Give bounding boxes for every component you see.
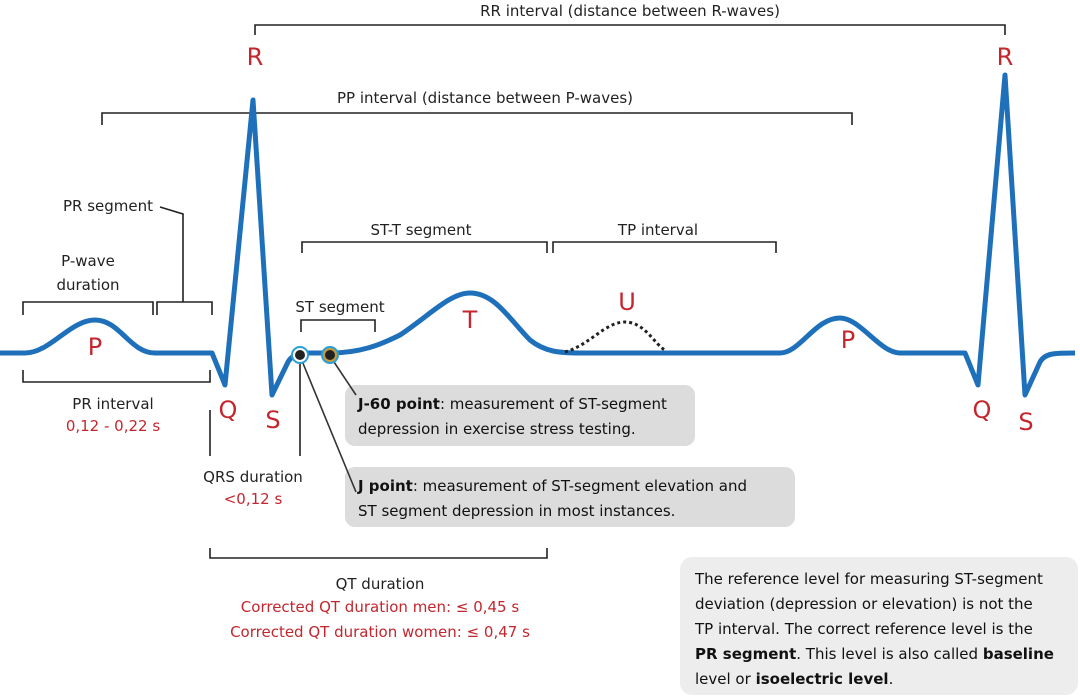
st-segment-label: ST segment xyxy=(295,298,384,316)
brackets xyxy=(22,24,1006,559)
j-point-dot xyxy=(295,350,305,360)
rr-interval-label: RR interval (distance between R-waves) xyxy=(480,2,780,20)
tp-bracket xyxy=(552,241,777,253)
j-callout xyxy=(345,467,795,527)
qt-bracket xyxy=(209,548,548,559)
st-t-bracket xyxy=(301,241,548,253)
st-segment-bracket xyxy=(300,319,376,332)
pr-segment-bracket xyxy=(156,301,213,315)
j-leader xyxy=(299,355,357,493)
q-wave-label: Q xyxy=(973,396,992,424)
st-t-segment-label: ST-T segment xyxy=(370,221,471,239)
j-callout-line2: ST segment depression in most instances. xyxy=(358,502,675,520)
pp-interval-label: PP interval (distance between P-waves) xyxy=(337,89,633,107)
s-wave-label: S xyxy=(1018,408,1033,436)
qt-women-value: Corrected QT duration women: ≤ 0,47 s xyxy=(230,623,530,641)
j60-callout-line2: depression in exercise stress testing. xyxy=(358,420,636,438)
rr-bracket xyxy=(254,24,1006,35)
note-line4: PR segment. This level is also called ba… xyxy=(695,645,1054,663)
tp-interval-label: TP interval xyxy=(617,221,698,239)
pr-interval-label: PR interval xyxy=(72,395,153,413)
p-wave-duration-label-2: duration xyxy=(56,276,119,294)
j60-callout xyxy=(345,385,695,446)
ecg-trace xyxy=(0,72,1076,398)
q-wave-label: Q xyxy=(219,396,238,424)
note-line2: deviation (depression or elevation) is n… xyxy=(695,595,1033,613)
pr-segment-leader xyxy=(159,206,184,302)
r-wave-label: R xyxy=(247,43,264,71)
p-wave-bracket xyxy=(22,301,154,315)
pr-segment-label: PR segment xyxy=(63,197,153,215)
t-wave-label: T xyxy=(462,306,478,334)
qrs-bracket xyxy=(209,362,301,456)
pr-interval-bracket xyxy=(22,370,211,383)
note-line3: TP interval. The correct reference level… xyxy=(694,620,1033,638)
p-wave-label: P xyxy=(841,326,855,354)
qrs-duration-value: <0,12 s xyxy=(224,490,283,508)
u-wave-label: U xyxy=(618,288,636,316)
u-wave-dotted xyxy=(564,320,666,354)
p-wave-duration-label: P-wave xyxy=(61,252,115,270)
p-wave-label: P xyxy=(88,333,102,361)
qrs-duration-label: QRS duration xyxy=(203,468,303,486)
note-line5: level or isoelectric level. xyxy=(695,670,893,688)
note-line1: The reference level for measuring ST-seg… xyxy=(694,570,1043,588)
r-wave-label: R xyxy=(997,43,1014,71)
pr-interval-value: 0,12 - 0,22 s xyxy=(66,417,161,435)
j-callout-line1: J point: measurement of ST-segment eleva… xyxy=(357,477,747,495)
reference-note-box xyxy=(680,557,1078,695)
qt-men-value: Corrected QT duration men: ≤ 0,45 s xyxy=(241,598,520,616)
j60-point-dot xyxy=(325,350,335,360)
j60-callout-line1: J-60 point: measurement of ST-segment xyxy=(357,395,667,413)
s-wave-label: S xyxy=(265,406,280,434)
pp-bracket xyxy=(101,112,853,125)
qt-duration-label: QT duration xyxy=(336,575,425,593)
